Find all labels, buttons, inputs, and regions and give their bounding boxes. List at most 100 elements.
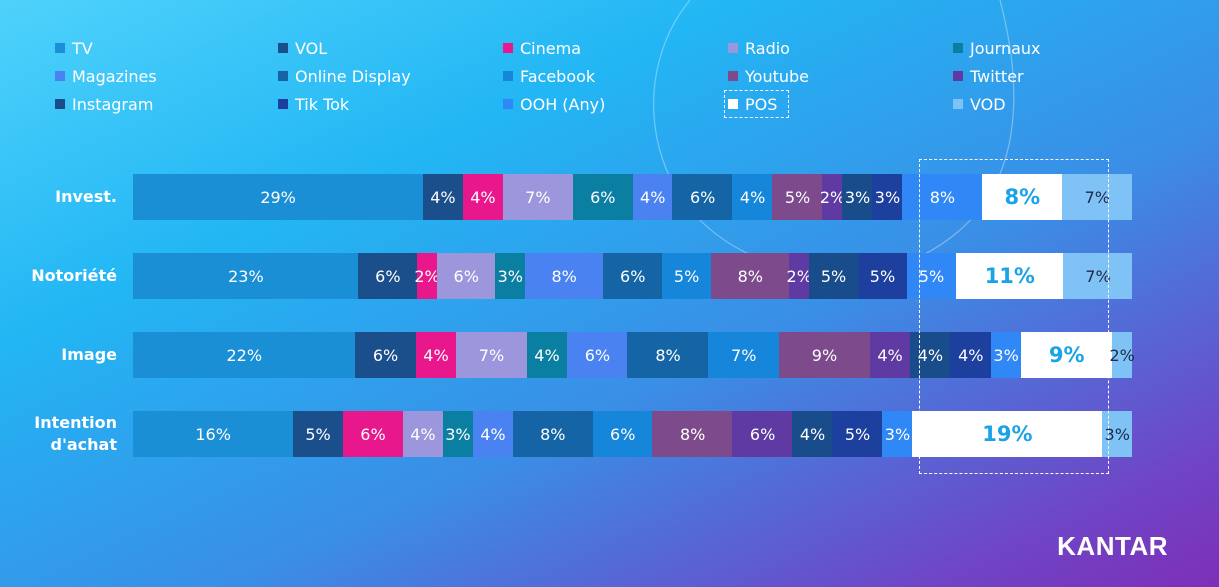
bar-segment-facebook: 7% bbox=[708, 332, 780, 378]
legend-label: Facebook bbox=[520, 66, 596, 86]
legend-label: Youtube bbox=[745, 66, 809, 86]
bar-segment-youtube: 8% bbox=[652, 411, 733, 457]
bar-segment-radio: 7% bbox=[502, 174, 574, 220]
bar-segment-ooh-any: 5% bbox=[906, 253, 957, 299]
category-label-line: d'achat bbox=[50, 435, 117, 454]
legend-swatch bbox=[503, 99, 513, 109]
bar-segment-magazines: 4% bbox=[632, 174, 673, 220]
category-label-line: Invest. bbox=[55, 187, 117, 206]
legend-label: OOH (Any) bbox=[520, 94, 606, 114]
bar-segment-vod: 3% bbox=[1102, 411, 1133, 457]
bar-segment-cinema: 4% bbox=[415, 332, 457, 378]
bar-segment-journaux: 4% bbox=[526, 332, 568, 378]
bar-segment-facebook: 6% bbox=[592, 411, 653, 457]
bar-segment-instagram: 5% bbox=[808, 253, 859, 299]
legend-swatch bbox=[728, 99, 738, 109]
legend-swatch bbox=[953, 43, 963, 53]
bar-segment-radio: 6% bbox=[436, 253, 496, 299]
bar-segment-tv: 29% bbox=[133, 174, 424, 220]
legend-item-online-display: Online Display bbox=[278, 66, 411, 86]
legend-swatch bbox=[278, 99, 288, 109]
legend-item-vod: VOD bbox=[953, 94, 1006, 114]
bar-segment-facebook: 4% bbox=[732, 174, 773, 220]
legend-label: VOD bbox=[970, 94, 1006, 114]
bar-segment-vol: 6% bbox=[358, 253, 418, 299]
category-label-line: Notoriété bbox=[31, 266, 117, 285]
legend-swatch bbox=[503, 71, 513, 81]
category-label: Image bbox=[0, 344, 117, 366]
legend-label: Online Display bbox=[295, 66, 411, 86]
legend-item-youtube: Youtube bbox=[728, 66, 809, 86]
legend-swatch bbox=[55, 71, 65, 81]
legend-label: Magazines bbox=[72, 66, 157, 86]
legend-swatch bbox=[503, 43, 513, 53]
legend-swatch bbox=[953, 99, 963, 109]
bar-segment-tik-tok: 5% bbox=[832, 411, 883, 457]
bar-segment-instagram: 4% bbox=[792, 411, 833, 457]
bar-segment-tv: 23% bbox=[133, 253, 359, 299]
bar-segment-radio: 4% bbox=[402, 411, 444, 457]
legend-item-magazines: Magazines bbox=[55, 66, 157, 86]
bar-segment-twitter: 2% bbox=[820, 174, 845, 220]
bar-segment-radio: 7% bbox=[455, 332, 528, 378]
legend-label: Radio bbox=[745, 38, 790, 58]
category-label: Notoriété bbox=[0, 265, 117, 287]
bar-segment-ooh-any: 8% bbox=[902, 174, 983, 220]
bar-segment-vod: 2% bbox=[1109, 332, 1135, 378]
bar-segment-instagram: 3% bbox=[842, 174, 873, 220]
legend-item-cinema: Cinema bbox=[503, 38, 581, 58]
legend-item-radio: Radio bbox=[728, 38, 790, 58]
bar-segment-magazines: 4% bbox=[472, 411, 514, 457]
bar-segment-vol: 4% bbox=[422, 174, 464, 220]
bar-segment-facebook: 5% bbox=[661, 253, 712, 299]
legend-label: POS bbox=[745, 94, 778, 114]
legend-swatch bbox=[278, 71, 288, 81]
legend-swatch bbox=[953, 71, 963, 81]
legend-item-twitter: Twitter bbox=[953, 66, 1024, 86]
bar-segment-magazines: 8% bbox=[524, 253, 604, 299]
bar-segment-magazines: 6% bbox=[566, 332, 628, 378]
bar-segment-vod: 7% bbox=[1062, 174, 1133, 220]
bar-segment-twitter: 4% bbox=[869, 332, 911, 378]
bar-segment-journaux: 6% bbox=[572, 174, 633, 220]
bar-segment-twitter: 2% bbox=[787, 253, 812, 299]
bar-segment-pos: 8% bbox=[982, 174, 1063, 220]
legend-swatch bbox=[55, 99, 65, 109]
legend-item-tv: TV bbox=[55, 38, 93, 58]
bar-segment-vol: 6% bbox=[355, 332, 417, 378]
bar-segment-instagram: 4% bbox=[910, 332, 951, 378]
bar-segment-cinema: 4% bbox=[462, 174, 504, 220]
bar-segment-youtube: 9% bbox=[778, 332, 871, 378]
legend-label: Tik Tok bbox=[295, 94, 350, 114]
bar-segment-ooh-any: 3% bbox=[882, 411, 913, 457]
category-label: Intention d'achat bbox=[0, 412, 117, 456]
legend-item-vol: VOL bbox=[278, 38, 327, 58]
bar-segment-tik-tok: 3% bbox=[872, 174, 903, 220]
legend-swatch bbox=[728, 43, 738, 53]
bar-segment-tik-tok: 4% bbox=[950, 332, 992, 378]
legend-item-facebook: Facebook bbox=[503, 66, 595, 86]
legend-item-journaux: Journaux bbox=[953, 38, 1041, 58]
bar-segment-youtube: 5% bbox=[772, 174, 823, 220]
category-label-line: Intention bbox=[34, 413, 117, 432]
bar-segment-ooh-any: 3% bbox=[990, 332, 1022, 378]
kantar-logo: KANTAR bbox=[1057, 531, 1168, 561]
bar-segment-vol: 5% bbox=[292, 411, 344, 457]
bar-segment-online-display: 8% bbox=[627, 332, 709, 378]
bar-segment-cinema: 2% bbox=[414, 253, 440, 299]
legend-label: Twitter bbox=[970, 66, 1024, 86]
bar-segment-online-display: 6% bbox=[603, 253, 663, 299]
bar-segment-cinema: 6% bbox=[342, 411, 404, 457]
legend-label: Cinema bbox=[520, 38, 581, 58]
legend-item-ooh-any: OOH (Any) bbox=[503, 94, 605, 114]
bar-segment-twitter: 6% bbox=[732, 411, 793, 457]
bar-segment-journaux: 3% bbox=[495, 253, 526, 299]
legend-item-instagram: Instagram bbox=[55, 94, 153, 114]
category-label-line: Image bbox=[61, 345, 117, 364]
legend-label: Instagram bbox=[72, 94, 154, 114]
bar-segment-tik-tok: 5% bbox=[857, 253, 908, 299]
legend-swatch bbox=[728, 71, 738, 81]
category-label: Invest. bbox=[0, 186, 117, 208]
bar-segment-tv: 22% bbox=[133, 332, 356, 378]
